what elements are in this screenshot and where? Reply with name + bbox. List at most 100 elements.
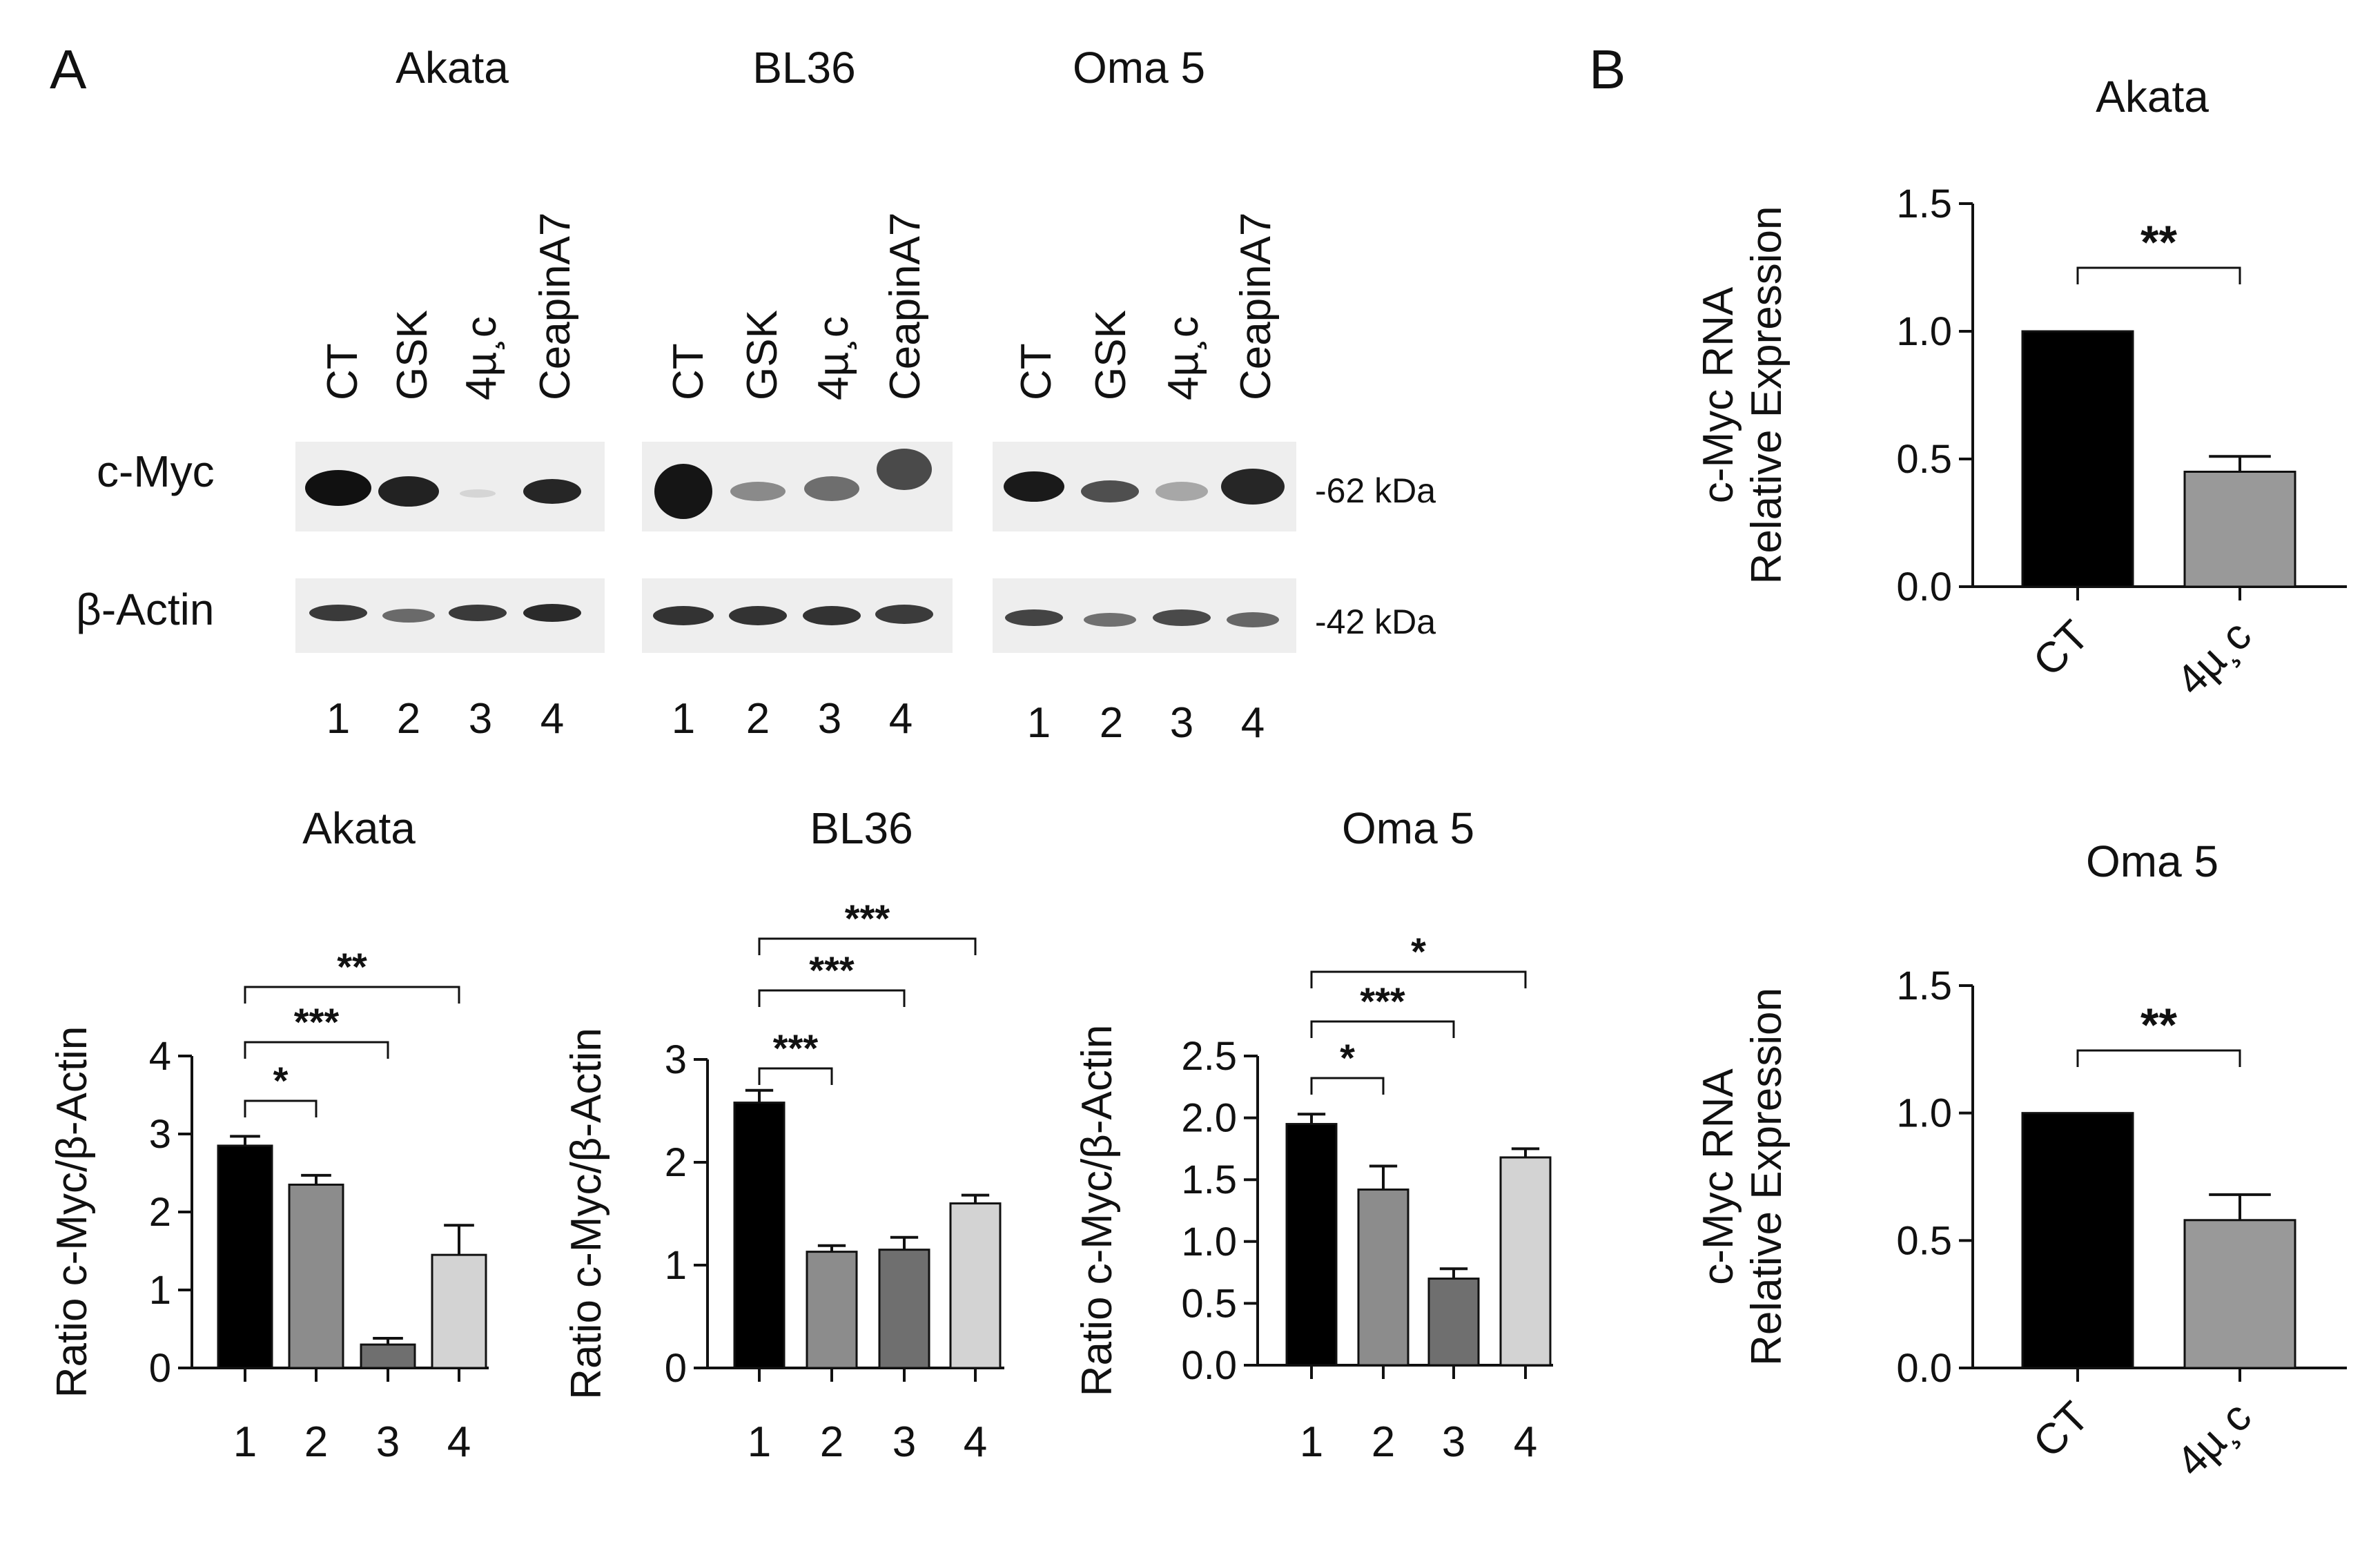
- y-tick-label: 0.5: [1896, 1218, 1952, 1263]
- y-tick-label: 0.5: [1896, 437, 1952, 482]
- y-tick-label: 1: [665, 1243, 687, 1288]
- y-tick-label: 0.0: [1181, 1343, 1237, 1388]
- bar: [2021, 1112, 2134, 1369]
- y-tick-label: 3: [665, 1037, 687, 1082]
- significance-label: **: [2140, 216, 2177, 268]
- chart-oma5-rna: Oma 5 0.0 0.5 1.0 1.5 c-Myc RNA Relative Expre…: [1695, 837, 2347, 1486]
- chart-oma5-ratio: Oma 5 0.0 0.5 1.0 1.5 2.0 2.5 Ratio c-Myc/β-Act…: [1073, 803, 1553, 1466]
- lane-number: 1: [672, 695, 695, 743]
- lane-number: 4: [540, 695, 564, 743]
- marker-label-42kda: -42 kDa: [1315, 603, 1436, 641]
- y-tick-label: 1.5: [1896, 182, 1952, 226]
- chart-title: BL36: [810, 803, 913, 853]
- x-tick-label: 3: [892, 1418, 916, 1466]
- significance-label: *: [273, 1059, 289, 1102]
- lane-number: 2: [746, 695, 770, 743]
- significance-bracket: [2076, 266, 2241, 284]
- blot-title-akata: Akata: [396, 43, 509, 92]
- y-tick-label: 2.0: [1181, 1096, 1237, 1141]
- y-axis-title: Relative Expression: [1743, 206, 1791, 585]
- chart-title: Akata: [2096, 72, 2209, 121]
- bar: [2021, 330, 2134, 588]
- lane-label-gsk: GSK: [739, 310, 786, 400]
- blot-image-actin: [295, 578, 1296, 653]
- lane-number: 3: [818, 695, 841, 743]
- lane-label-4u8c: 4µ¸c: [458, 316, 505, 400]
- y-tick-label: 2: [665, 1140, 687, 1185]
- y-tick-label: 0: [665, 1346, 687, 1391]
- y-tick-label: 2: [149, 1190, 171, 1235]
- x-tick-label: 3: [1442, 1418, 1465, 1466]
- bar: [1499, 1156, 1552, 1367]
- bar: [2183, 471, 2296, 588]
- y-axis-title: Ratio c-Myc/β-Actin: [563, 1028, 610, 1400]
- significance-bracket: [244, 1041, 389, 1059]
- lane-label-ceapina7: CeapinA7: [881, 213, 929, 400]
- lane-label-ct: CT: [665, 343, 712, 400]
- significance-label: **: [2140, 999, 2177, 1051]
- x-tick-label: 1: [748, 1418, 771, 1466]
- y-tick-label: 1.0: [1896, 309, 1952, 354]
- lane-label-gsk: GSK: [1087, 310, 1135, 400]
- bar: [360, 1343, 416, 1369]
- lane-number: 1: [326, 695, 350, 743]
- lane-number: 3: [1170, 699, 1193, 747]
- lane-number: 2: [397, 695, 420, 743]
- significance-label: *: [1411, 930, 1426, 973]
- x-tick-label: 2: [1372, 1418, 1395, 1466]
- significance-label: ***: [809, 948, 855, 992]
- bar: [949, 1202, 1002, 1369]
- significance-label: ***: [294, 1000, 340, 1044]
- lane-number: 1: [1027, 699, 1051, 747]
- blot-image-cmyc: [295, 442, 1296, 531]
- y-tick-label: 1: [149, 1268, 171, 1313]
- y-tick-label: 1.5: [1181, 1157, 1237, 1202]
- lane-label-ct: CT: [1013, 343, 1060, 400]
- bar: [1427, 1278, 1480, 1367]
- bar: [1285, 1123, 1338, 1367]
- bar: [1357, 1189, 1410, 1367]
- x-tick-label: 2: [820, 1418, 843, 1466]
- lane-label-ceapina7: CeapinA7: [1232, 213, 1280, 400]
- bar: [431, 1253, 487, 1369]
- x-tick-label: 4µ¸c: [2167, 1393, 2261, 1486]
- y-axis-title: Ratio c-Myc/β-Actin: [48, 1026, 96, 1398]
- y-tick-label: 1.0: [1896, 1091, 1952, 1136]
- blot-row-label-actin: β-Actin: [76, 585, 214, 634]
- significance-bracket: [244, 986, 460, 1004]
- bar: [733, 1102, 786, 1369]
- significance-label: ***: [845, 897, 890, 940]
- chart-title: Akata: [302, 803, 416, 853]
- significance-label: ***: [773, 1026, 819, 1070]
- y-axis-title: c-Myc RNA: [1695, 1068, 1742, 1285]
- lane-label-ct: CT: [319, 343, 367, 400]
- y-tick-label: 1.0: [1181, 1220, 1237, 1264]
- significance-label: **: [337, 945, 367, 988]
- significance-bracket: [2076, 1049, 2241, 1067]
- chart-title: Oma 5: [1342, 803, 1474, 853]
- y-axis-title: Relative Expression: [1743, 988, 1791, 1366]
- x-tick-label: 4: [447, 1418, 471, 1466]
- blot-title-bl36: BL36: [752, 43, 855, 92]
- y-tick-label: 0.0: [1896, 565, 1952, 609]
- y-tick-label: 1.5: [1896, 964, 1952, 1008]
- significance-bracket: [1310, 1020, 1455, 1038]
- x-tick-label: 4: [1514, 1418, 1537, 1466]
- x-tick-label: 4µ¸c: [2167, 612, 2261, 705]
- panel-a-label: A: [50, 39, 87, 100]
- lane-number: 3: [469, 695, 492, 743]
- lane-number: 4: [1241, 699, 1265, 747]
- x-tick-label: 2: [304, 1418, 328, 1466]
- y-axis-title: Ratio c-Myc/β-Actin: [1073, 1025, 1121, 1397]
- x-tick-label: 3: [376, 1418, 400, 1466]
- significance-bracket: [758, 1067, 833, 1085]
- marker-label-62kda: -62 kDa: [1315, 471, 1436, 510]
- lane-label-4u8c: 4µ¸c: [1160, 316, 1207, 400]
- significance-label: ***: [1360, 979, 1405, 1023]
- lane-label-4u8c: 4µ¸c: [810, 316, 857, 400]
- significance-bracket: [244, 1099, 318, 1117]
- y-tick-label: 2.5: [1181, 1034, 1237, 1079]
- y-tick-label: 3: [149, 1112, 171, 1157]
- x-tick-label: 4: [964, 1418, 987, 1466]
